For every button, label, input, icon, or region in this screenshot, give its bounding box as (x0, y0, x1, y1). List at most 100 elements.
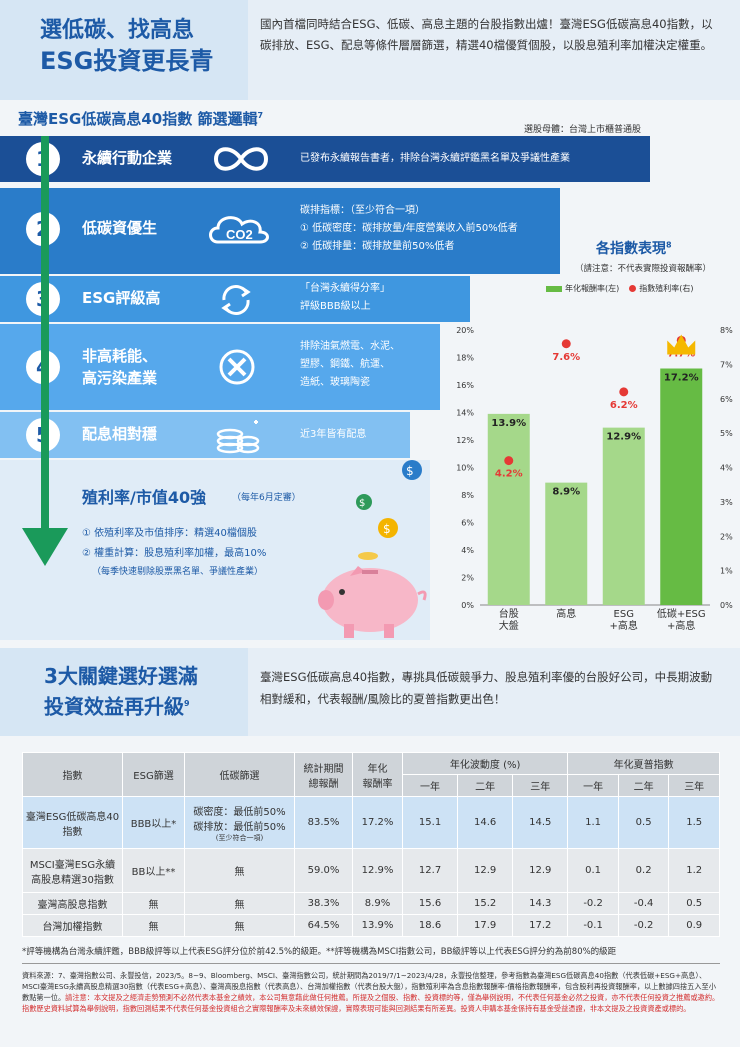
th-annual: 年化 報酬率 (352, 752, 403, 797)
cell-lowcarbon: 無 (184, 914, 295, 937)
cell-lowcarbon-note: (至少符合一項) (215, 833, 264, 842)
cell-vol: 15.2 (457, 892, 514, 915)
screening-title: 臺灣ESG低碳高息40指數 篩選邏輯7 (18, 108, 263, 129)
step-name: 配息相對穩 (82, 425, 158, 443)
cell-total: 83.5% (294, 796, 353, 849)
th-period: 統計期間 總報酬 (294, 752, 353, 797)
y-tick-left: 18% (456, 354, 474, 363)
x-tick-label: ESG (614, 609, 634, 620)
section2-title-sup: 9 (184, 699, 190, 708)
chart-note: （請注意：不代表實際投資報酬率） (575, 264, 712, 274)
cell-name: MSCI臺灣ESG永續 高股息精選30指數 (22, 848, 123, 893)
th-lowcarbon: 低碳篩選 (184, 752, 295, 797)
cell-esg: BB以上** (122, 848, 185, 893)
step-text: 已發布永續報告書者，排除台灣永續評鑑黑名單及爭議性產業 (300, 153, 570, 164)
chart-legend: 年化報酬率(左) 指數殖利率(右) (546, 283, 694, 294)
cell-vol: 14.3 (512, 892, 569, 915)
step-text-line: 塑膠、鋼鐵、航運、 (300, 359, 390, 370)
cell-annual: 13.9% (352, 914, 403, 937)
performance-chart: 0% 2% 4% 6% 8% 10% 12% 14% 16% 18% 20% 0% 1% 2% 3% 4% 5%… (456, 326, 733, 632)
x-tick-label: 台股 (499, 607, 519, 620)
y-tick-right: 8% (720, 326, 733, 335)
y-tick-right: 1% (720, 567, 733, 576)
chart-title: 各指數表現8 (596, 238, 672, 258)
legend-bar-swatch (546, 285, 562, 292)
cell-name: 臺灣高股息指數 (22, 892, 123, 915)
step-band-3: 3 ESG評級高 「台灣永續得分率」 評級BBB級以上 (0, 276, 470, 322)
header-title-line1: 選低碳、找高息 (40, 18, 195, 43)
th-vol-1y: 一年 (401, 774, 459, 797)
final-note: （每年6月定審） (232, 493, 301, 503)
cell-sharpe: -0.1 (567, 914, 619, 937)
y-tick-left: 16% (456, 381, 474, 390)
x-tick-label: 高息 (556, 607, 576, 620)
th-annual-line: 報酬率 (362, 778, 393, 790)
cell-esg: 無 (122, 892, 185, 915)
step-name-line: 非高耗能、 (82, 347, 158, 365)
table-footnote: *評等機構為台灣永續評鑑，BBB級評等以上代表ESG評分位於前42.5%的級距。… (22, 947, 617, 957)
x-tick-label: 大盤 (499, 619, 519, 632)
step-name: 低碳資優生 (82, 219, 158, 237)
step-name: ESG評級高 (82, 289, 161, 307)
y-tick-left: 12% (456, 436, 474, 445)
cell-sharpe: 1.1 (567, 796, 619, 849)
bar-label: 13.9% (491, 418, 526, 429)
screening-universe: 選股母體：台灣上市櫃普通股 (524, 125, 642, 135)
final-line: ② 權重計算：股息殖利率加權，最高10% (82, 548, 267, 559)
step-text-line: ① 低碳密度：碳排放量/年度營業收入前50%低者 (300, 223, 518, 234)
y-tick-left: 2% (461, 574, 474, 583)
cell-total: 64.5% (294, 914, 353, 937)
cell-sharpe: 0.2 (617, 848, 670, 893)
svg-text:$: $ (383, 522, 391, 536)
final-title: 殖利率/市值40強 (82, 488, 207, 507)
crown-icon (667, 334, 696, 355)
legend-bar-label: 年化報酬率(左) (565, 284, 620, 293)
yield-dot (504, 456, 514, 466)
table-row: MSCI臺灣ESG永續 高股息精選30指數 BB以上** 無 59.0% 12.9… (22, 848, 720, 893)
cell-annual: 17.2% (352, 796, 403, 849)
th-period-line: 統計期間 (303, 763, 344, 775)
bar (545, 482, 588, 605)
step-text-line: 「台灣永續得分率」 (300, 283, 390, 294)
step-band-1: 1 永續行動企業 已發布永續報告書者，排除台灣永續評鑑黑名單及爭議性產業 (0, 136, 650, 182)
cell-lowcarbon: 無 (184, 892, 295, 915)
cell-name-line: 高股息精選30指數 (31, 874, 114, 886)
y-tick-left: 4% (461, 546, 474, 555)
y-tick-right: 2% (720, 532, 733, 541)
source-divider (22, 963, 720, 964)
table-row: 台灣加權指數 無 無 64.5% 13.9% 18.6 17.9 17.2 -0… (22, 914, 720, 937)
yield-dot (561, 339, 571, 349)
down-arrow-icon (20, 136, 70, 590)
final-line: ① 依殖利率及市值排序：精選40檔個股 (82, 528, 257, 539)
th-sharpe-3y: 三年 (668, 774, 720, 797)
th-vol-2y: 二年 (457, 774, 514, 797)
cell-esg: 無 (122, 914, 185, 937)
step-band-5: 5 配息相對穩 近3年皆有配息 (0, 412, 410, 458)
cell-esg: BBB以上* (122, 796, 185, 849)
y-tick-left: 8% (461, 491, 474, 500)
cell-sharpe: -0.2 (617, 914, 670, 937)
cell-vol: 12.9 (457, 848, 514, 893)
th-annual-line: 年化 (367, 763, 388, 775)
source-text: 資料來源：7、臺灣指數公司、永豐投信，2023/5。8~9、Bloomberg、… (22, 971, 716, 1002)
section2-title-panel (0, 648, 248, 736)
step-text-line: 造紙、玻璃陶瓷 (300, 377, 370, 388)
section2-title-line2: 投資效益再升級9 (44, 690, 190, 721)
cell-lowcarbon: 無 (184, 848, 295, 893)
step-name: 永續行動企業 (82, 149, 173, 167)
cell-name: 臺灣ESG低碳高息40 指數 (22, 796, 123, 849)
source-warning: 請注意：本文提及之經濟走勢預測不必然代表本基金之績效，本公司無意藉此做任何推薦。… (22, 993, 720, 1013)
cell-sharpe: 0.1 (567, 848, 619, 893)
x-tick-label: 低碳+ESG (657, 607, 706, 620)
chart-title-sup: 8 (666, 240, 672, 250)
piggy-bank-icon: $ $ $ (300, 460, 440, 644)
section2-title-line1: 3大關鍵選好選滿 (44, 664, 198, 688)
cell-vol: 15.6 (401, 892, 459, 915)
th-sharpe-2y: 二年 (617, 774, 670, 797)
table-row: 臺灣高股息指數 無 無 38.3% 8.9% 15.6 15.2 14.3 -0… (22, 892, 720, 915)
legend-dot-label: 指數殖利率(右) (639, 284, 694, 293)
th-sharpe: 年化夏普指數 (567, 752, 720, 775)
cell-vol: 14.5 (512, 796, 569, 849)
cell-sharpe: 0.5 (617, 796, 670, 849)
y-tick-right: 4% (720, 464, 733, 473)
